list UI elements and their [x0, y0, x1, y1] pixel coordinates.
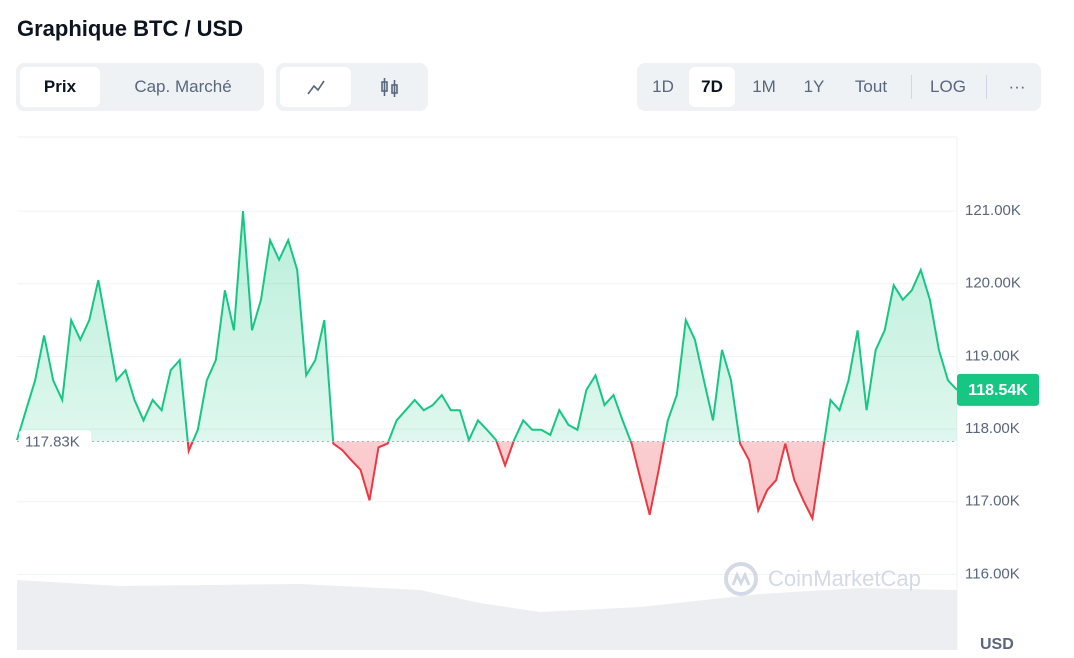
- chart-style-group: [276, 63, 428, 111]
- reference-label-bg: [19, 430, 91, 453]
- last-price-tag: [957, 373, 1039, 406]
- range-group: 1D 7D 1M 1Y Tout LOG ···: [637, 63, 1041, 111]
- range-button[interactable]: 1D: [652, 77, 674, 96]
- page-title: Graphique BTC / USD: [17, 16, 244, 41]
- y-tick-label: 119.00K: [965, 347, 1020, 364]
- log-button[interactable]: LOG: [930, 77, 966, 96]
- range-button[interactable]: 1Y: [803, 77, 825, 96]
- volume-area: [17, 580, 957, 650]
- line-down: [186, 441, 826, 522]
- separator: [911, 75, 912, 99]
- y-tick-label: 116.00K: [965, 565, 1020, 582]
- last-price-label: 118.54K: [968, 382, 1028, 399]
- y-tick-label: 120.00K: [965, 275, 1021, 292]
- range-button[interactable]: 1M: [752, 77, 776, 96]
- range-button[interactable]: Tout: [854, 77, 888, 96]
- range-button[interactable]: 7D: [689, 67, 735, 107]
- line-style-button[interactable]: [280, 67, 351, 107]
- candle-style-button[interactable]: [356, 67, 424, 107]
- y-tick-label: 118.00K: [965, 420, 1020, 437]
- watermark: CoinMarketCap: [724, 562, 921, 596]
- line-icon: [307, 80, 325, 95]
- more-button[interactable]: ···: [1008, 77, 1026, 96]
- tab[interactable]: Prix: [20, 67, 100, 107]
- tab-group: Prix Cap. Marché: [16, 63, 264, 111]
- y-tick-label: 121.00K: [965, 202, 1021, 219]
- y-tick-label: 117.00K: [965, 493, 1020, 510]
- area-up: [17, 211, 957, 442]
- watermark-text: CoinMarketCap: [768, 566, 921, 591]
- area-down: [17, 441, 957, 519]
- line-up: [16, 211, 958, 442]
- separator: [986, 75, 987, 99]
- tab[interactable]: Cap. Marché: [134, 77, 232, 96]
- reference-label: 117.83K: [25, 433, 80, 450]
- candle-icon: [381, 78, 398, 97]
- currency-label: USD: [980, 636, 1014, 653]
